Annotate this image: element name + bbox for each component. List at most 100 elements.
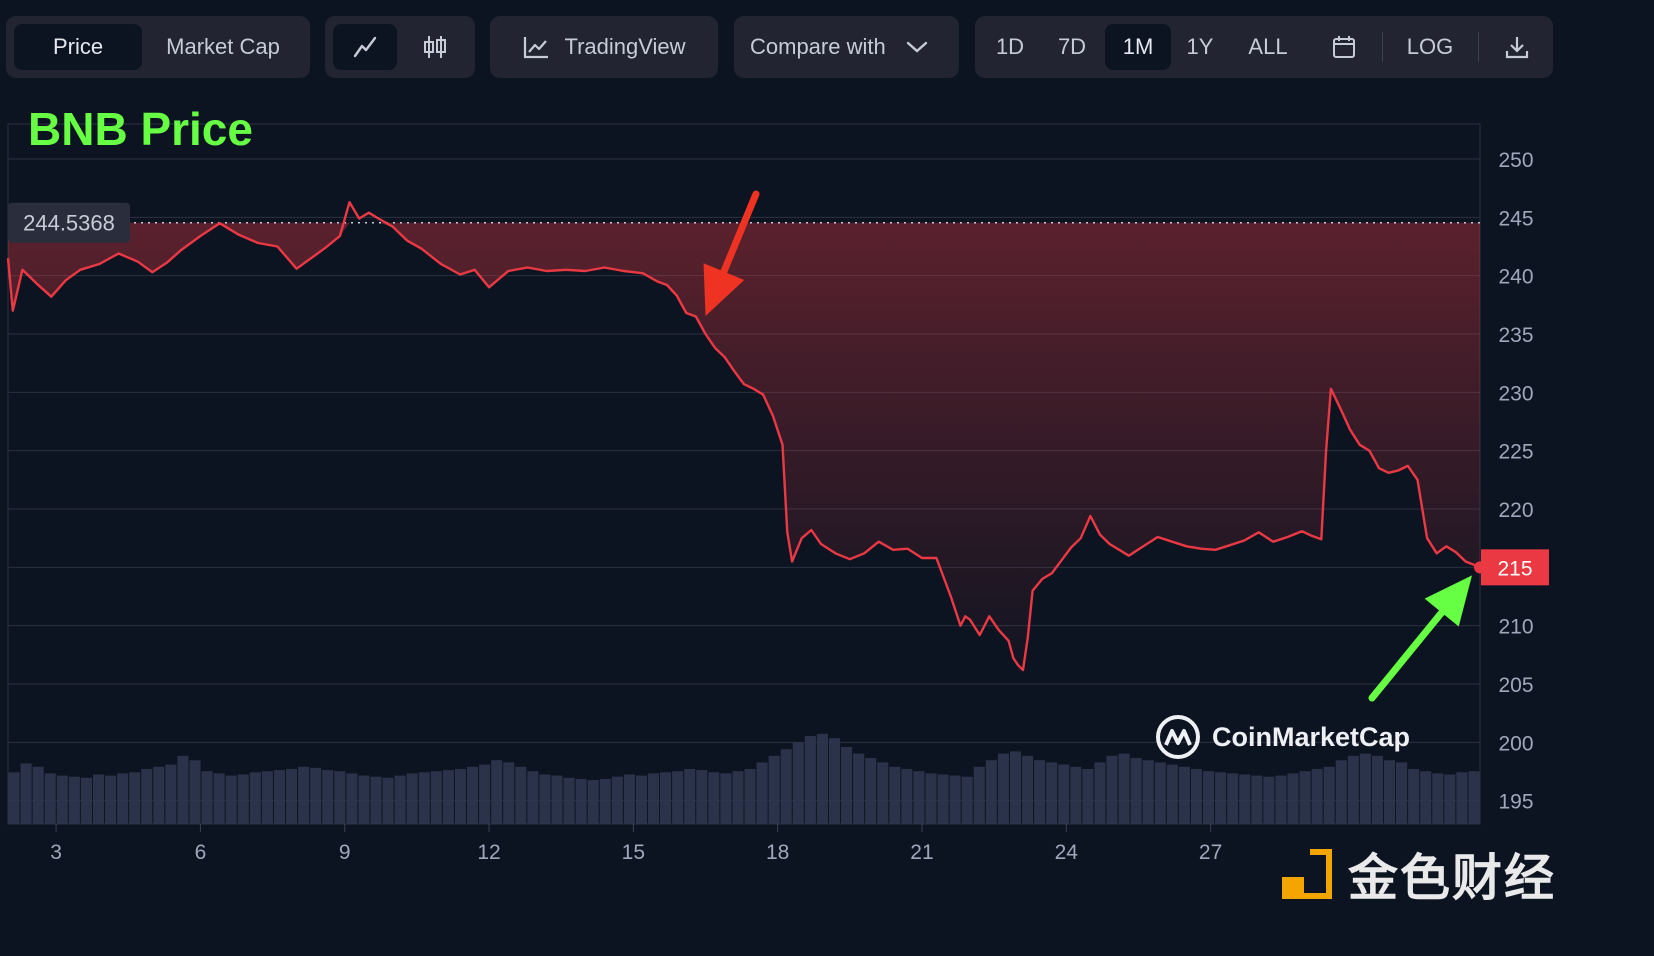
volume-bar [298,766,310,824]
tradingview-button[interactable]: TradingView [490,16,718,78]
line-chart-icon [353,36,377,58]
range-1y[interactable]: 1Y [1186,34,1214,59]
volume-bar [1142,760,1154,824]
range-all[interactable]: ALL [1248,34,1288,59]
up-arrow-head [1424,575,1472,627]
volume-bar [816,733,828,824]
volume-bar [213,773,225,824]
volume-bar [273,770,286,824]
watermark: 金色财经 [1280,838,1556,910]
volume-bar [660,772,672,824]
volume-bar [539,774,551,824]
x-tick-label: 15 [622,841,645,864]
volume-bar [575,778,587,824]
volume-bar [1094,762,1106,824]
date-picker-button[interactable] [1317,24,1371,70]
y-tick-label: 245 [1498,207,1533,230]
toolbar-divider [1382,32,1383,62]
volume-bar [1154,762,1166,824]
tradingview-label: TradingView [564,34,686,59]
volume-bar [92,774,105,824]
volume-bar [1130,758,1142,824]
coinmarketcap-icon [1156,715,1200,759]
volume-bar [1287,773,1299,824]
volume-bar [985,760,997,824]
y-tick-label: 195 [1498,791,1533,814]
volume-bar [358,775,370,824]
chevron-down-icon [906,41,928,53]
volume-bar [261,771,273,824]
volume-bar [804,736,816,824]
volume-bar [334,771,346,824]
volume-bar [527,771,539,824]
brand-name: CoinMarketCap [1212,721,1411,752]
volume-bar [841,747,853,824]
baseline-label: 244.5368 [23,211,115,236]
volume-bar [756,762,768,824]
y-tick-label: 240 [1498,266,1533,289]
download-button[interactable] [1489,24,1545,70]
volume-bar [563,777,575,824]
volume-bar [744,769,756,824]
chart-title: BNB Price [28,103,253,155]
volume-bar [1190,769,1202,824]
range-1m[interactable]: 1M [1105,24,1171,70]
volume-bar [286,769,298,824]
volume-bar [732,771,744,824]
price-tab[interactable]: Price [14,24,142,70]
volume-bar [587,780,599,824]
x-tick-label: 12 [477,841,500,864]
compare-dropdown[interactable]: Compare with [734,16,959,78]
volume-bar [1022,755,1034,824]
volume-bar [1323,766,1335,824]
volume-bar [949,775,961,824]
candlestick-button[interactable] [403,24,467,70]
volume-bar [466,766,479,824]
watermark-icon [1282,849,1332,899]
volume-bar [1408,769,1420,824]
watermark-text: 金色财经 [1348,850,1556,906]
y-tick-label: 210 [1498,616,1533,639]
toolbar-divider [1478,32,1479,62]
volume-bar [973,766,985,824]
x-tick-label: 18 [766,841,789,864]
volume-bar [1456,772,1468,824]
volume-bar [165,764,177,824]
volume-bar [1178,766,1190,824]
range-7d[interactable]: 7D [1057,34,1087,59]
volume-bar [105,775,117,824]
range-toolbar: 1D 7D 1M 1Y ALL LOG [975,16,1553,78]
range-1d[interactable]: 1D [995,34,1025,59]
volume-bar [20,763,32,824]
volume-bar [901,769,913,824]
volume-bar [1202,771,1215,824]
volume-bar [406,773,418,824]
volume-bar [1396,762,1408,824]
volume-bar [370,776,382,824]
volume-bar [129,772,141,824]
current-price-box [1481,549,1549,586]
volume-bar [141,769,153,824]
volume-bar [346,773,358,824]
x-tick-label: 24 [1055,841,1079,864]
y-tick-label: 250 [1498,149,1533,172]
price-chart: 195 200 205 210 215 220 225 230 235 240 245 250 3 6 9 1… [6,123,1549,864]
volume-bar [599,778,611,824]
y-tick-label: 205 [1498,674,1533,697]
down-arrow [703,190,760,316]
volume-bar [382,777,394,824]
volume-bar [792,742,804,824]
y-tick-label: 220 [1498,499,1533,522]
log-scale-toggle[interactable]: LOG [1406,34,1454,59]
volume-bar [853,753,865,824]
baseline-label-box [8,202,130,243]
line-chart-button[interactable] [333,24,397,70]
market-cap-tab[interactable]: Market Cap [166,34,280,59]
volume-bar [1383,760,1396,824]
volume-bar [1420,771,1432,824]
x-tick-label: 27 [1199,841,1222,864]
volume-bar [1106,755,1118,824]
x-tick-label: 6 [195,841,207,864]
y-tick-label: 200 [1498,732,1533,755]
volume-bar [780,749,792,824]
